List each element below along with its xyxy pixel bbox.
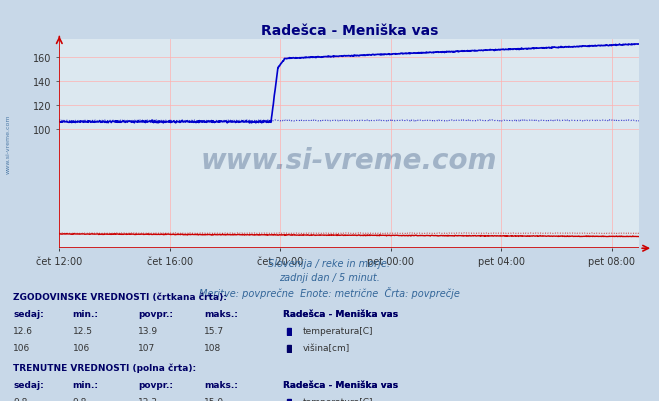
Text: 107: 107 — [138, 343, 156, 352]
Bar — [287, 399, 291, 401]
Text: 9.8: 9.8 — [72, 397, 87, 401]
Title: Radešca - Meniška vas: Radešca - Meniška vas — [260, 24, 438, 38]
Text: povpr.:: povpr.: — [138, 380, 173, 389]
Text: 106: 106 — [72, 343, 90, 352]
Text: Radešca - Meniška vas: Radešca - Meniška vas — [283, 310, 399, 318]
Text: zadnji dan / 5 minut.: zadnji dan / 5 minut. — [279, 273, 380, 283]
Text: Meritve: povprečne  Enote: metrične  Črta: povprečje: Meritve: povprečne Enote: metrične Črta:… — [199, 287, 460, 299]
Text: maks.:: maks.: — [204, 310, 238, 318]
Text: TRENUTNE VREDNOSTI (polna črta):: TRENUTNE VREDNOSTI (polna črta): — [13, 363, 196, 373]
Text: 15.7: 15.7 — [204, 326, 225, 335]
Text: Radešca - Meniška vas: Radešca - Meniška vas — [283, 380, 399, 389]
Text: 12.3: 12.3 — [138, 397, 158, 401]
Text: 12.6: 12.6 — [13, 326, 33, 335]
Text: Slovenija / reke in morje.: Slovenija / reke in morje. — [268, 259, 391, 269]
Text: Radešca - Meniška vas: Radešca - Meniška vas — [283, 310, 399, 318]
Text: maks.:: maks.: — [204, 380, 238, 389]
Text: sedaj:: sedaj: — [13, 380, 44, 389]
Text: višina[cm]: višina[cm] — [303, 343, 351, 352]
Text: temperatura[C]: temperatura[C] — [303, 326, 374, 335]
Text: www.si-vreme.com: www.si-vreme.com — [5, 115, 11, 174]
Text: 106: 106 — [13, 343, 30, 352]
Text: min.:: min.: — [72, 380, 98, 389]
Text: min.:: min.: — [72, 310, 98, 318]
Bar — [287, 328, 291, 336]
Bar — [287, 345, 291, 352]
Text: temperatura[C]: temperatura[C] — [303, 397, 374, 401]
Text: povpr.:: povpr.: — [138, 310, 173, 318]
Text: www.si-vreme.com: www.si-vreme.com — [201, 147, 498, 175]
Text: Radešca - Meniška vas: Radešca - Meniška vas — [283, 380, 399, 389]
Text: 12.5: 12.5 — [72, 326, 92, 335]
Text: ZGODOVINSKE VREDNOSTI (črtkana črta):: ZGODOVINSKE VREDNOSTI (črtkana črta): — [13, 293, 227, 302]
Text: 108: 108 — [204, 343, 221, 352]
Text: 15.0: 15.0 — [204, 397, 225, 401]
Text: 9.8: 9.8 — [13, 397, 28, 401]
Text: 13.9: 13.9 — [138, 326, 159, 335]
Text: sedaj:: sedaj: — [13, 310, 44, 318]
